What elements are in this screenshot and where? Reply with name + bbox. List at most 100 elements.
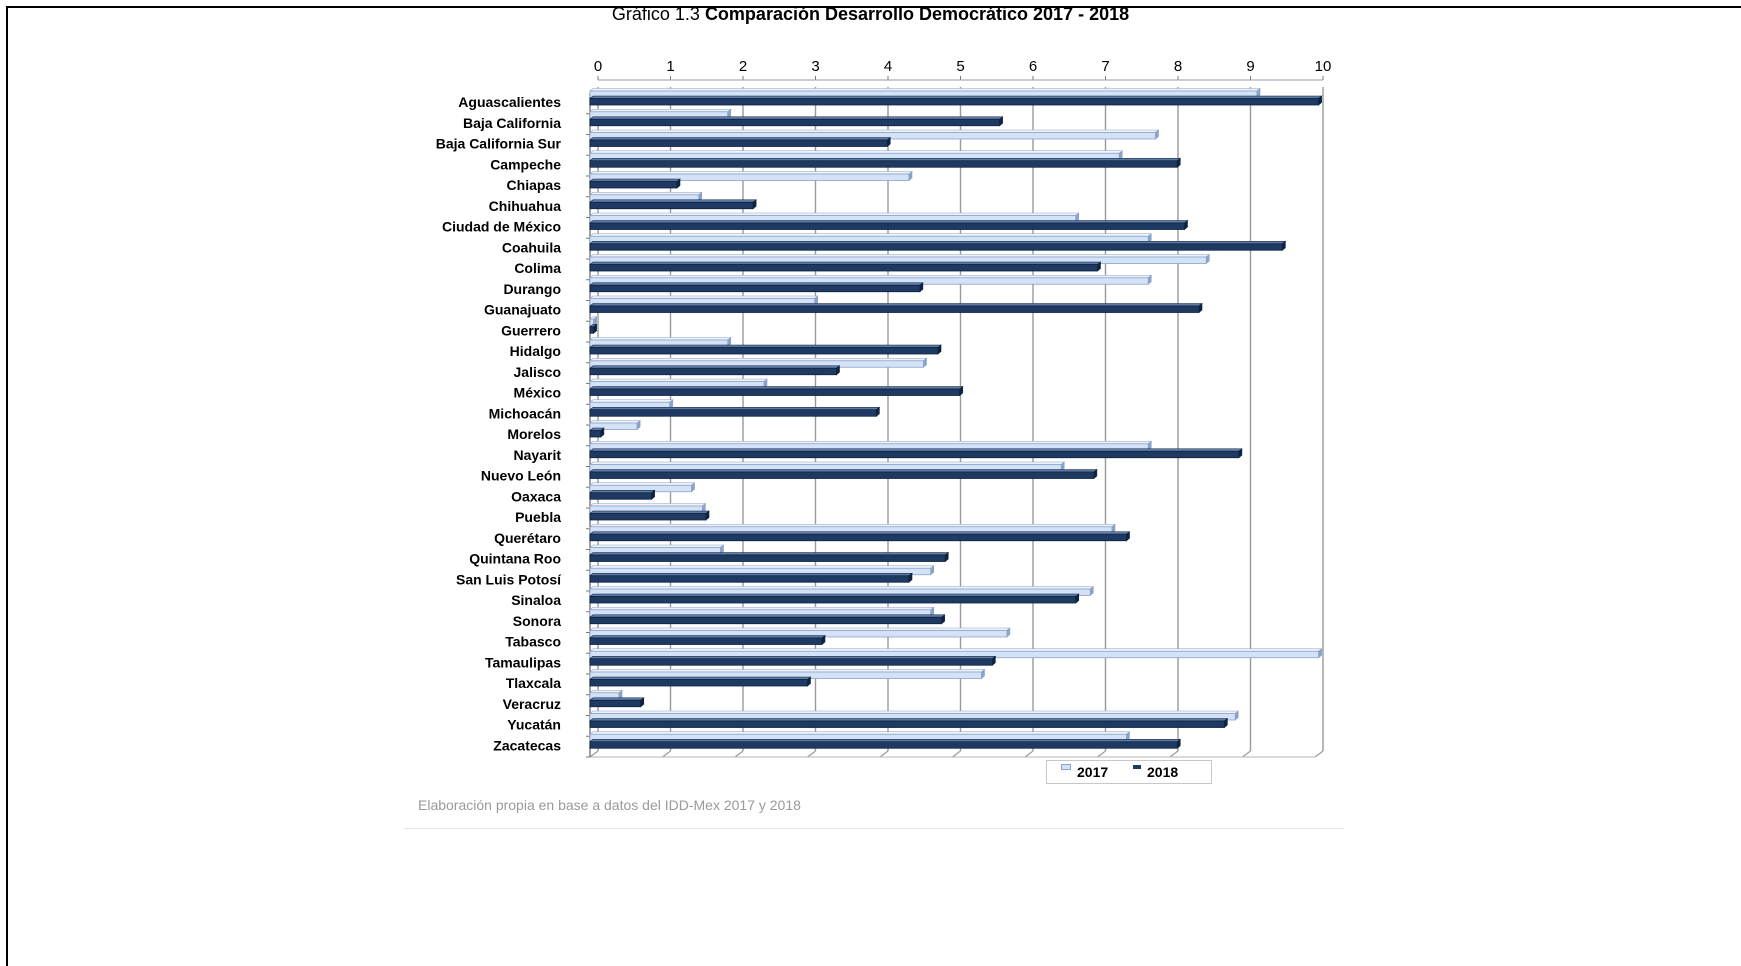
source-note: Elaboración propia en base a datos del I… — [418, 797, 801, 813]
bar-cap-2017-jalisco — [923, 357, 927, 368]
x-tick-label-4: 4 — [884, 58, 892, 75]
bar-cap-2018-campeche — [1176, 157, 1181, 168]
bar-2018-jalisco — [589, 367, 837, 376]
bar-cap-2018-sonora — [941, 614, 945, 625]
bar-2018-michoac-n — [589, 409, 877, 417]
bar-cap-2017-quer-taro — [1111, 523, 1116, 534]
bar-cap-2017-hidalgo — [727, 336, 732, 348]
category-label: Puebla — [515, 509, 561, 525]
bar-2018-sonora — [589, 616, 943, 625]
bar-cap-2018-baja-california-sur — [886, 136, 891, 148]
category-label: Chihuahua — [489, 198, 562, 214]
legend-item-2018: 2018 — [1133, 764, 1178, 780]
legend-label-2017: 2017 — [1077, 764, 1109, 780]
grid-floor-4 — [879, 750, 889, 758]
bar-2018-veracruz — [589, 699, 642, 708]
bar-2018-sinaloa — [589, 596, 1077, 604]
bar-2018-quintana-roo — [589, 554, 946, 562]
grid-floor-9 — [1242, 750, 1251, 758]
bar-cap-2018-oaxaca — [651, 489, 655, 500]
x-tick-label-0: 0 — [594, 58, 602, 75]
bar-2018-coahuila — [589, 243, 1283, 251]
bar-cap-2017-baja-california-sur — [1155, 129, 1159, 140]
x-tick-label-10: 10 — [1315, 58, 1332, 75]
category-label: Morelos — [507, 426, 561, 442]
bar-cap-2017-guanajuato — [814, 295, 819, 306]
bar-cap-2017-chiapas — [908, 170, 913, 182]
x-tick-label-7: 7 — [1101, 58, 1109, 75]
category-label: Yucatán — [507, 717, 561, 733]
bar-cap-2017-baja-california — [727, 108, 732, 119]
category-label: Veracruz — [503, 696, 561, 712]
x-tick-label-6: 6 — [1029, 58, 1037, 75]
category-label: Tlaxcala — [506, 675, 561, 691]
bar-2018-guerrero — [589, 326, 595, 334]
page-frame — [6, 6, 1741, 966]
category-label: Tamaulipas — [485, 654, 561, 670]
bar-cap-2017-durango — [1147, 274, 1152, 285]
x-tick-label-2: 2 — [739, 58, 747, 75]
x-tick-label-8: 8 — [1174, 58, 1182, 75]
x-tick-label-9: 9 — [1246, 58, 1254, 75]
bar-cap-2018-jalisco — [836, 365, 840, 376]
category-label: Baja California — [463, 115, 561, 131]
bar-cap-2018-coahuila — [1282, 240, 1286, 251]
bar-cap-2017-yucat-n — [1234, 710, 1239, 721]
bar-cap-2018-morelos — [600, 427, 605, 438]
category-label: México — [514, 385, 561, 401]
bar-cap-2017-tlaxcala — [981, 668, 985, 680]
legend-item-2017: 2017 — [1061, 764, 1108, 780]
bar-cap-2018-m-xico — [959, 385, 964, 397]
bar-2018-zacatecas — [589, 741, 1178, 749]
category-label: Durango — [503, 281, 561, 297]
bar-2018-tamaulipas — [589, 658, 993, 666]
bar-2018-ciudad-de-m-xico — [589, 222, 1185, 230]
bottom-divider — [404, 828, 1344, 829]
bar-2018-chihuahua — [589, 201, 754, 210]
category-label: Aguascalientes — [458, 94, 561, 110]
bar-cap-2017-oaxaca — [691, 482, 695, 493]
bar-2018-morelos — [589, 430, 602, 438]
bar-chart: 0 1 2 3 4 5 6 7 8 9 10 Aguascalientes Baja Californi… — [436, 58, 1332, 758]
bar-2018-chiapas — [589, 181, 678, 189]
bar-cap-2018-tabasco — [821, 634, 826, 646]
bar-cap-2018-zacatecas — [1176, 738, 1181, 749]
grid-floor-7 — [1097, 750, 1106, 758]
x-tick-label-3: 3 — [811, 58, 819, 75]
bar-2018-tlaxcala — [589, 679, 808, 687]
category-label: Baja California Sur — [436, 136, 562, 152]
bar-2018-tabasco — [589, 637, 823, 645]
bar-cap-2018-michoac-n — [876, 406, 880, 417]
bar-cap-2018-aguascalientes — [1318, 95, 1322, 106]
bar-cap-2017-coahuila — [1147, 233, 1152, 244]
grid-floor-6 — [1024, 750, 1034, 758]
bar-cap-2018-colima — [1097, 261, 1101, 272]
bar-2018-yucat-n — [589, 720, 1225, 728]
bar-cap-2018-veracruz — [640, 697, 645, 708]
x-tick-label-1: 1 — [666, 58, 674, 75]
bar-cap-2018-hidalgo — [937, 344, 942, 355]
category-label: Sinaloa — [511, 592, 561, 608]
bar-cap-2017-tabasco — [1006, 627, 1011, 638]
category-label: Quintana Roo — [469, 551, 561, 567]
bar-cap-2017-tamaulipas — [1318, 648, 1322, 659]
grid-floor-10 — [1314, 750, 1324, 758]
bar-cap-2018-tlaxcala — [807, 676, 811, 687]
bar-2018-durango — [589, 284, 921, 293]
bar-2018-baja-california-sur — [589, 139, 888, 147]
bar-2018-campeche — [589, 160, 1178, 168]
bar-cap-2018-nayarit — [1238, 448, 1243, 459]
bar-cap-2018-quintana-roo — [944, 551, 949, 563]
grid-floor-2 — [734, 750, 744, 758]
bar-2018-hidalgo — [589, 347, 939, 355]
category-label: Guerrero — [501, 322, 561, 338]
bar-cap-2018-chiapas — [676, 178, 681, 189]
bar-cap-2017-michoac-n — [669, 399, 674, 410]
bar-cap-2018-puebla — [705, 510, 710, 521]
bar-2018-baja-california — [589, 118, 1001, 127]
bar-2018-nayarit — [589, 450, 1240, 459]
bar-cap-2017-aguascalientes — [1256, 87, 1261, 99]
bar-cap-2017-campeche — [1118, 150, 1123, 161]
bar-cap-2017-nuevo-le-n — [1060, 461, 1065, 472]
category-label: Nayarit — [514, 447, 562, 463]
